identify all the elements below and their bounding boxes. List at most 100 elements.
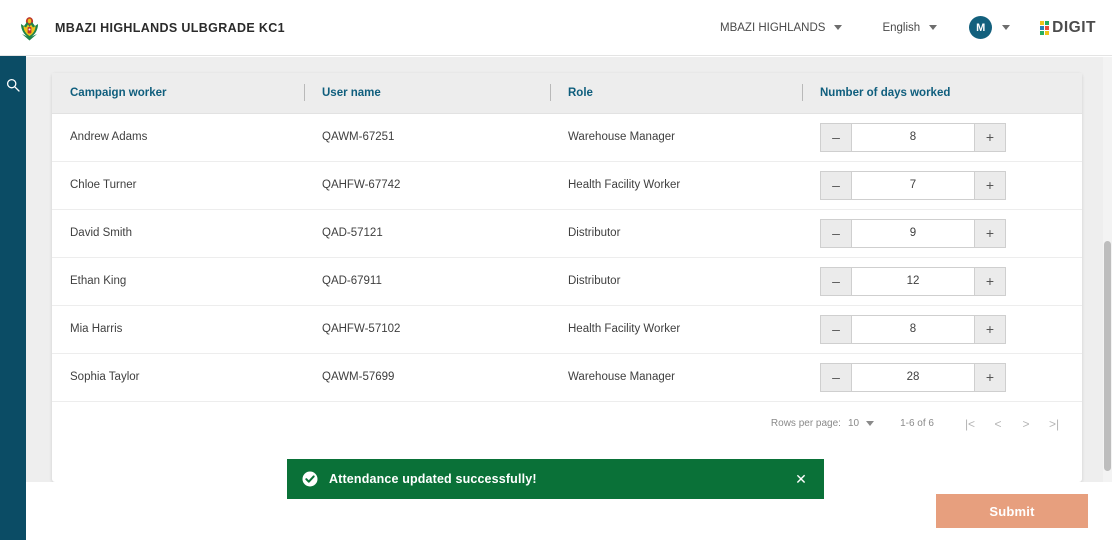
search-icon[interactable] bbox=[6, 78, 20, 92]
table-header-row: Campaign worker User name Role Number of… bbox=[52, 73, 1082, 114]
left-sidebar bbox=[0, 56, 26, 540]
days-stepper: – 8 + bbox=[820, 314, 1006, 344]
decrement-days-button[interactable]: – bbox=[820, 218, 851, 248]
check-circle-icon bbox=[302, 471, 318, 487]
rows-per-page-select[interactable]: 10 bbox=[847, 418, 875, 429]
days-value[interactable]: 7 bbox=[851, 170, 975, 200]
table-row: Mia Harris QAHFW-57102 Health Facility W… bbox=[52, 305, 1082, 354]
close-icon[interactable]: ✕ bbox=[795, 470, 807, 487]
chevron-down-icon bbox=[866, 421, 875, 426]
cell-role: Distributor bbox=[550, 257, 802, 306]
submit-button[interactable]: Submit bbox=[936, 494, 1088, 528]
national-emblem-icon bbox=[18, 15, 41, 41]
previous-page-button[interactable]: < bbox=[984, 411, 1012, 437]
chevron-down-icon bbox=[834, 25, 843, 30]
table-row: Ethan King QAD-67911 Distributor – 12 + bbox=[52, 257, 1082, 306]
chevron-down-icon bbox=[929, 25, 938, 30]
cell-user-name: QAD-67911 bbox=[304, 257, 550, 306]
cell-user-name: QAHFW-67742 bbox=[304, 161, 550, 210]
cell-role: Warehouse Manager bbox=[550, 113, 802, 162]
top-header: MBAZI HIGHLANDS ULBGRADE KC1 MBAZI HIGHL… bbox=[0, 0, 1112, 56]
last-page-button[interactable]: >| bbox=[1040, 411, 1068, 437]
attendance-table: Campaign worker User name Role Number of… bbox=[52, 73, 1082, 402]
column-header-user-name: User name bbox=[304, 73, 550, 114]
column-header-campaign-worker: Campaign worker bbox=[52, 73, 304, 114]
cell-campaign-worker: Andrew Adams bbox=[52, 113, 304, 162]
increment-days-button[interactable]: + bbox=[975, 218, 1006, 248]
pagination: Rows per page: 10 1-6 of 6 |< < > >| bbox=[52, 402, 1082, 446]
days-stepper: – 28 + bbox=[820, 362, 1006, 392]
table-header: Campaign worker User name Role Number of… bbox=[52, 73, 1082, 114]
decrement-days-button[interactable]: – bbox=[820, 266, 851, 296]
toast-message: Attendance updated successfully! bbox=[329, 472, 537, 486]
days-value[interactable]: 9 bbox=[851, 218, 975, 248]
days-stepper: – 7 + bbox=[820, 170, 1006, 200]
days-value[interactable]: 12 bbox=[851, 266, 975, 296]
digit-mark-icon bbox=[1040, 20, 1050, 35]
attendance-card: Campaign worker User name Role Number of… bbox=[52, 73, 1082, 482]
table-row: Chloe Turner QAHFW-67742 Health Facility… bbox=[52, 161, 1082, 210]
days-value[interactable]: 8 bbox=[851, 314, 975, 344]
table-body: Andrew Adams QAWM-67251 Warehouse Manage… bbox=[52, 113, 1082, 402]
avatar: M bbox=[969, 16, 993, 39]
decrement-days-button[interactable]: – bbox=[820, 362, 851, 392]
cell-campaign-worker: Mia Harris bbox=[52, 305, 304, 354]
days-stepper: – 8 + bbox=[820, 122, 1006, 152]
tenant-selector-label: MBAZI HIGHLANDS bbox=[720, 21, 826, 34]
profile-menu[interactable]: M bbox=[965, 12, 1014, 43]
increment-days-button[interactable]: + bbox=[975, 266, 1006, 296]
cell-days-worked: – 8 + bbox=[802, 305, 1082, 354]
cell-role: Health Facility Worker bbox=[550, 305, 802, 354]
cell-user-name: QAHFW-57102 bbox=[304, 305, 550, 354]
rows-per-page-label: Rows per page: bbox=[770, 418, 841, 429]
increment-days-button[interactable]: + bbox=[975, 314, 1006, 344]
tenant-selector[interactable]: MBAZI HIGHLANDS bbox=[712, 18, 850, 38]
increment-days-button[interactable]: + bbox=[975, 362, 1006, 392]
table-row: Andrew Adams QAWM-67251 Warehouse Manage… bbox=[52, 113, 1082, 162]
cell-days-worked: – 12 + bbox=[802, 257, 1082, 306]
header-actions: MBAZI HIGHLANDS English M DIGIT bbox=[712, 12, 1096, 43]
pagination-range: 1-6 of 6 bbox=[900, 418, 934, 429]
cell-user-name: QAWM-57699 bbox=[304, 353, 550, 402]
digit-logo: DIGIT bbox=[1040, 19, 1096, 37]
days-value[interactable]: 28 bbox=[851, 362, 975, 392]
cell-days-worked: – 9 + bbox=[802, 209, 1082, 258]
cell-campaign-worker: Ethan King bbox=[52, 257, 304, 306]
table-row: David Smith QAD-57121 Distributor – 9 + bbox=[52, 209, 1082, 258]
brand: MBAZI HIGHLANDS ULBGRADE KC1 bbox=[18, 15, 285, 41]
decrement-days-button[interactable]: – bbox=[820, 122, 851, 152]
next-page-button[interactable]: > bbox=[1012, 411, 1040, 437]
page-title: MBAZI HIGHLANDS ULBGRADE KC1 bbox=[55, 20, 285, 35]
cell-days-worked: – 7 + bbox=[802, 161, 1082, 210]
chevron-down-icon bbox=[1002, 25, 1011, 30]
decrement-days-button[interactable]: – bbox=[820, 314, 851, 344]
cell-days-worked: – 28 + bbox=[802, 353, 1082, 402]
language-selector[interactable]: English bbox=[874, 18, 945, 38]
language-selector-label: English bbox=[882, 21, 921, 34]
days-value[interactable]: 8 bbox=[851, 122, 975, 152]
scrollbar-thumb[interactable] bbox=[1104, 241, 1111, 471]
increment-days-button[interactable]: + bbox=[975, 170, 1006, 200]
cell-role: Health Facility Worker bbox=[550, 161, 802, 210]
column-header-role: Role bbox=[550, 73, 802, 114]
cell-campaign-worker: Chloe Turner bbox=[52, 161, 304, 210]
decrement-days-button[interactable]: – bbox=[820, 170, 851, 200]
rows-per-page-value: 10 bbox=[847, 418, 860, 429]
increment-days-button[interactable]: + bbox=[975, 122, 1006, 152]
cell-user-name: QAD-57121 bbox=[304, 209, 550, 258]
cell-campaign-worker: Sophia Taylor bbox=[52, 353, 304, 402]
table-row: Sophia Taylor QAWM-57699 Warehouse Manag… bbox=[52, 353, 1082, 402]
days-stepper: – 9 + bbox=[820, 218, 1006, 248]
cell-user-name: QAWM-67251 bbox=[304, 113, 550, 162]
cell-campaign-worker: David Smith bbox=[52, 209, 304, 258]
digit-wordmark: DIGIT bbox=[1052, 18, 1096, 36]
first-page-button[interactable]: |< bbox=[956, 411, 984, 437]
cell-role: Warehouse Manager bbox=[550, 353, 802, 402]
days-stepper: – 12 + bbox=[820, 266, 1006, 296]
cell-days-worked: – 8 + bbox=[802, 113, 1082, 162]
cell-role: Distributor bbox=[550, 209, 802, 258]
content-area: Campaign worker User name Role Number of… bbox=[26, 57, 1112, 482]
success-toast: Attendance updated successfully! ✕ bbox=[287, 459, 824, 499]
column-header-days-worked: Number of days worked bbox=[802, 73, 1082, 114]
